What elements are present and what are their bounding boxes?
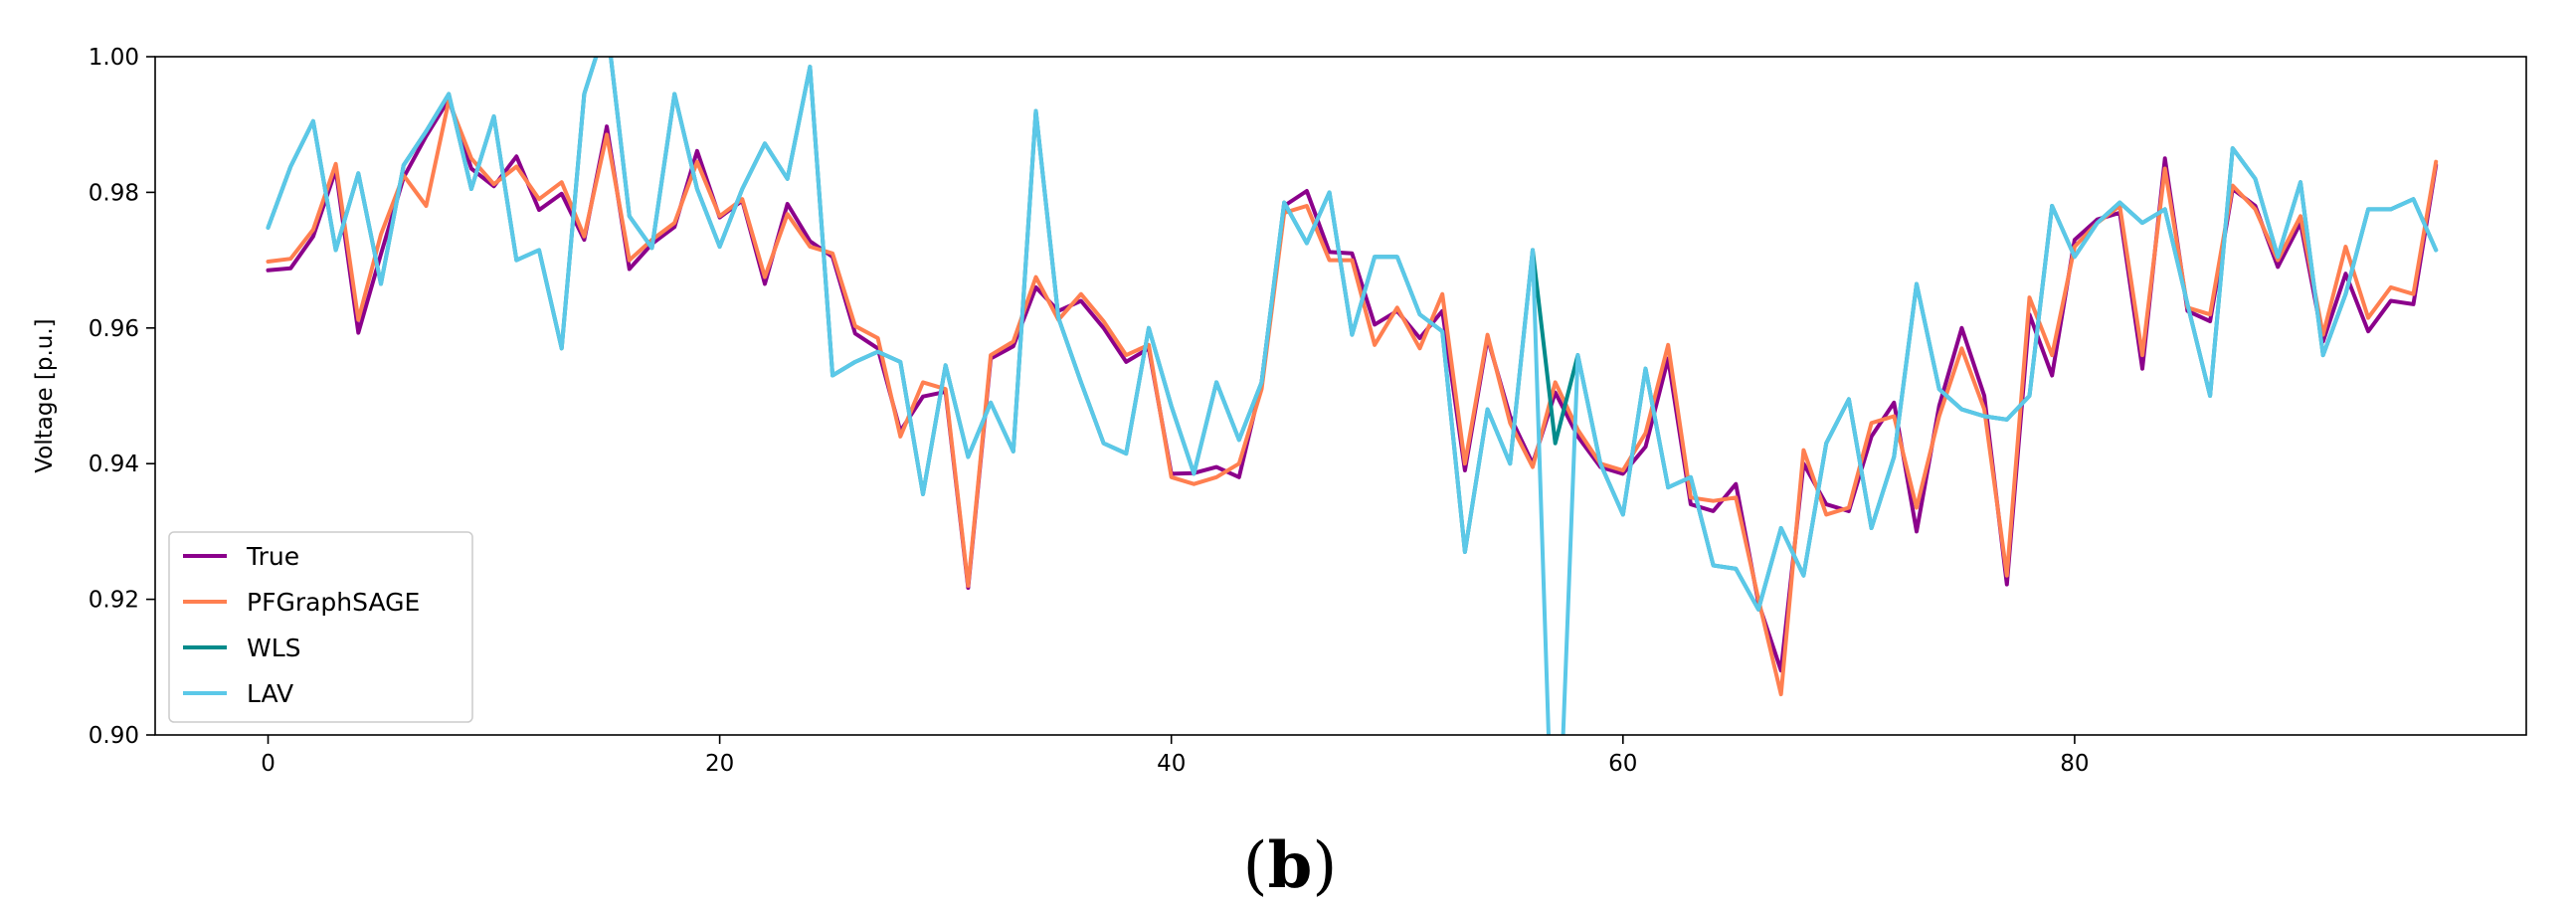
- y-tick-label: 0.96: [89, 316, 139, 342]
- y-axis-title: Voltage [p.u.]: [32, 318, 58, 472]
- x-tick-label: 40: [1157, 751, 1186, 777]
- x-axis: 0 20 40 60 80: [261, 735, 2090, 777]
- series-line-wls: [266, 57, 2439, 612]
- x-tick-label: 80: [2060, 751, 2089, 777]
- series-line-true: [266, 97, 2439, 673]
- caption-letter: b: [1268, 828, 1313, 903]
- x-tick-label: 20: [705, 751, 734, 777]
- legend-label: LAV: [247, 679, 293, 708]
- series-line-lav: [266, 57, 2439, 735]
- figure-caption: (b): [1243, 828, 1338, 903]
- caption-open-paren: (: [1243, 829, 1268, 903]
- legend-label: PFGraphSAGE: [247, 588, 420, 617]
- y-tick-label: 0.98: [89, 180, 139, 206]
- y-tick-label: 0.92: [89, 588, 139, 614]
- y-axis: 0.90 0.92 0.94 0.96 0.98 1.00: [89, 45, 155, 749]
- legend-box: [168, 531, 473, 723]
- series-layer: [266, 57, 2439, 735]
- legend-label: True: [246, 542, 299, 571]
- y-tick-label: 1.00: [89, 45, 139, 71]
- series-line-pfgraphsage: [266, 98, 2439, 697]
- plot-frame: [154, 56, 2527, 736]
- y-tick-label: 0.90: [89, 723, 139, 749]
- caption-close-paren: ): [1312, 829, 1337, 903]
- legend-label: WLS: [247, 634, 301, 662]
- legend: True PFGraphSAGE WLS LAV: [168, 531, 473, 723]
- y-tick-label: 0.94: [89, 452, 139, 477]
- x-tick-label: 60: [1608, 751, 1637, 777]
- x-tick-label: 0: [261, 751, 276, 777]
